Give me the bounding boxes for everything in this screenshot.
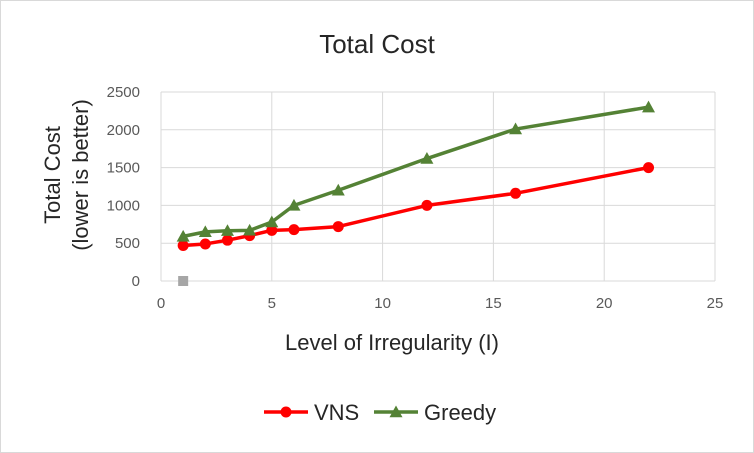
y-axis-title-line2: (lower is better) (68, 99, 93, 251)
legend-marker (389, 405, 403, 418)
data-point-greedy (220, 224, 234, 236)
y-tick-label: 500 (115, 235, 140, 252)
data-point-greedy (265, 215, 279, 228)
series-group (176, 100, 656, 286)
data-point-greedy (331, 183, 345, 196)
x-tick-label: 25 (707, 295, 724, 312)
data-point-vns (266, 224, 278, 236)
data-point-greedy (198, 225, 212, 238)
x-tick-label: 20 (596, 295, 613, 312)
y-tick-label: 2000 (107, 122, 140, 139)
x-tick-label: 5 (268, 295, 276, 312)
data-point-greedy (509, 122, 523, 135)
x-tick-label: 15 (485, 295, 502, 312)
data-point-vns (332, 221, 344, 233)
legend: VNS Greedy (264, 400, 496, 425)
legend-label: Greedy (424, 400, 496, 425)
data-point-unnamed (178, 276, 189, 286)
x-axis-ticks: 0 5 10 15 20 25 (157, 295, 724, 312)
series-line (183, 165, 649, 248)
data-point-vns (510, 187, 522, 199)
legend-item-greedy: Greedy (374, 400, 496, 425)
data-point-vns (643, 162, 655, 174)
legend-marker (280, 406, 292, 418)
data-point-greedy (243, 223, 257, 236)
data-point-vns (288, 224, 300, 236)
series-greedy (176, 100, 656, 242)
x-axis-title: Level of Irregularity (I) (285, 330, 499, 355)
data-point-vns (221, 234, 233, 246)
y-tick-label: 2500 (107, 84, 140, 101)
y-tick-label: 0 (132, 273, 140, 290)
y-axis-ticks: 0 500 1000 1500 2000 2500 (107, 84, 140, 290)
data-point-vns (177, 239, 189, 251)
legend-label: VNS (314, 400, 359, 425)
series-vns (177, 162, 655, 251)
chart-title: Total Cost (319, 29, 435, 59)
y-tick-label: 1500 (107, 160, 140, 177)
x-tick-label: 10 (374, 295, 391, 312)
data-point-greedy (287, 198, 301, 211)
data-point-vns (421, 199, 433, 211)
gridlines (160, 91, 716, 282)
legend-item-vns: VNS (264, 400, 359, 425)
y-tick-label: 1000 (107, 197, 140, 214)
y-axis-title-line1: Total Cost (40, 126, 65, 224)
series-line (182, 105, 649, 239)
data-point-greedy (176, 229, 190, 242)
series-unnamed (178, 276, 189, 286)
data-point-greedy (642, 100, 656, 113)
data-point-greedy (420, 152, 434, 164)
data-point-vns (199, 238, 211, 250)
x-tick-label: 0 (157, 295, 165, 312)
